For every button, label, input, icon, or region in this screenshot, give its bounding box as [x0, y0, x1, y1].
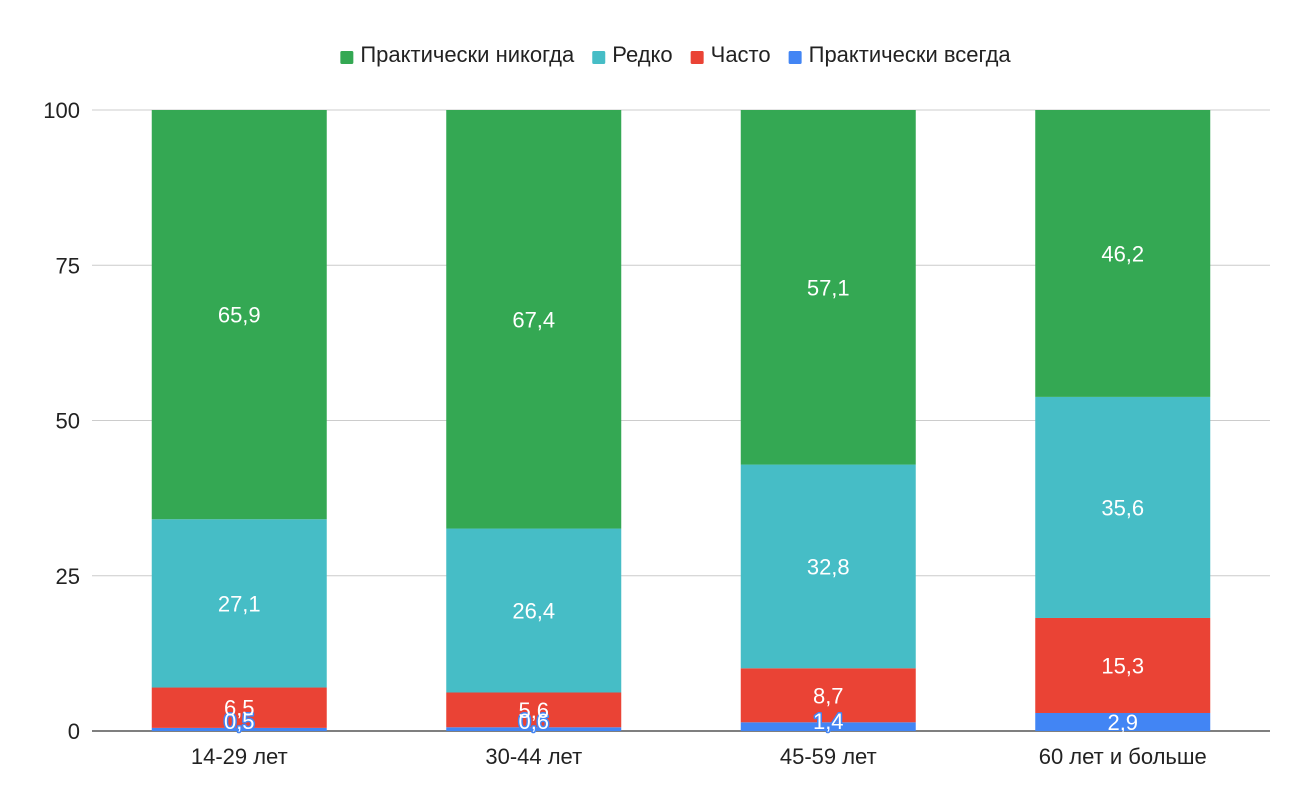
data-label-практически-никогда: 46,2 [1101, 241, 1144, 266]
x-tick-label: 30-44 лет [485, 744, 582, 769]
x-tick-label: 14-29 лет [191, 744, 288, 769]
bar-segment-практически-никогда [740, 110, 916, 465]
bar-segment-часто [1035, 617, 1211, 713]
bar-segment-редко [1035, 396, 1211, 618]
legend-label: Практически никогда [360, 42, 575, 67]
legend-swatch [690, 51, 704, 64]
legend-label: Практически всегда [809, 42, 1012, 67]
bar-segment-практически-всегда [151, 727, 327, 731]
data-label-редко: 32,8 [807, 554, 850, 579]
bar-segment-практически-никогда [446, 110, 622, 529]
y-tick-label: 25 [56, 564, 80, 589]
legend-label: Часто [711, 42, 771, 67]
bar-segment-практически-всегда [740, 722, 916, 731]
data-label-практически-всегда: 2,9 [1107, 710, 1138, 735]
data-label-практически-никогда: 67,4 [512, 307, 555, 332]
legend-swatch [340, 51, 354, 64]
bar-group-3: 1,48,7 32,8 57,1 [740, 110, 916, 736]
y-tick-label: 0 [68, 719, 80, 744]
bars: 0,56,5 27,1 65,9 0,65,6 26,4 67,4 1,48,7 32,8 57… [151, 110, 1211, 736]
bar-group-4: 2,9 15,3 35,6 46,2 [1035, 110, 1211, 735]
y-tick-label: 75 [56, 253, 80, 278]
data-label-практически-всегда: 0,5 [224, 709, 255, 734]
legend-swatch [788, 51, 802, 64]
legend-item-практически-всегда[interactable]: Практически всегда [788, 42, 1012, 67]
data-label-практически-никогда: 65,9 [218, 303, 261, 328]
data-label-редко: 35,6 [1101, 495, 1144, 520]
bar-segment-практически-всегда [1035, 712, 1211, 731]
y-tick-label: 50 [56, 409, 80, 434]
legend-item-редко[interactable]: Редко [592, 42, 673, 67]
data-label-часто: 15,3 [1101, 653, 1144, 678]
legend-item-практически-никогда[interactable]: Практически никогда [340, 42, 575, 67]
x-tick-label: 45-59 лет [780, 744, 877, 769]
data-label-часто: 5,6 [518, 698, 549, 723]
bar-group-1: 0,56,5 27,1 65,9 [151, 110, 327, 736]
bar-segment-часто [740, 668, 916, 723]
bar-segment-практически-никогда [151, 110, 327, 520]
data-label-практически-всегда: 0,6 [518, 709, 549, 734]
legend-swatch [592, 51, 606, 64]
legend-item-часто[interactable]: Часто [690, 42, 771, 67]
legend: Практически никогда Редко Часто Практически… [340, 42, 1011, 67]
bar-segment-практически-никогда [1035, 110, 1211, 397]
bar-group-2: 0,65,6 26,4 67,4 [446, 110, 622, 736]
bar-segment-редко [151, 519, 327, 688]
y-axis: 0 25 50 75 100 [43, 98, 80, 744]
data-label-редко: 27,1 [218, 591, 261, 616]
bar-segment-редко [446, 528, 622, 693]
bar-segment-редко [740, 464, 916, 669]
legend-label: Редко [612, 42, 672, 67]
data-label-практически-никогда: 57,1 [807, 275, 850, 300]
x-tick-label: 60 лет и больше [1039, 744, 1207, 769]
data-label-практически-всегда: 1,4 [813, 709, 844, 734]
bar-segment-часто [446, 692, 622, 728]
data-label-часто: 6,5 [224, 696, 255, 721]
data-label-редко: 26,4 [512, 599, 555, 624]
data-label-часто: 8,7 [813, 683, 844, 708]
y-tick-label: 100 [43, 98, 80, 123]
x-axis: 14-29 лет 30-44 лет 45-59 лет 60 лет и боль… [191, 744, 1207, 769]
bar-segment-часто [151, 687, 327, 728]
bar-segment-практически-всегда [446, 727, 622, 731]
